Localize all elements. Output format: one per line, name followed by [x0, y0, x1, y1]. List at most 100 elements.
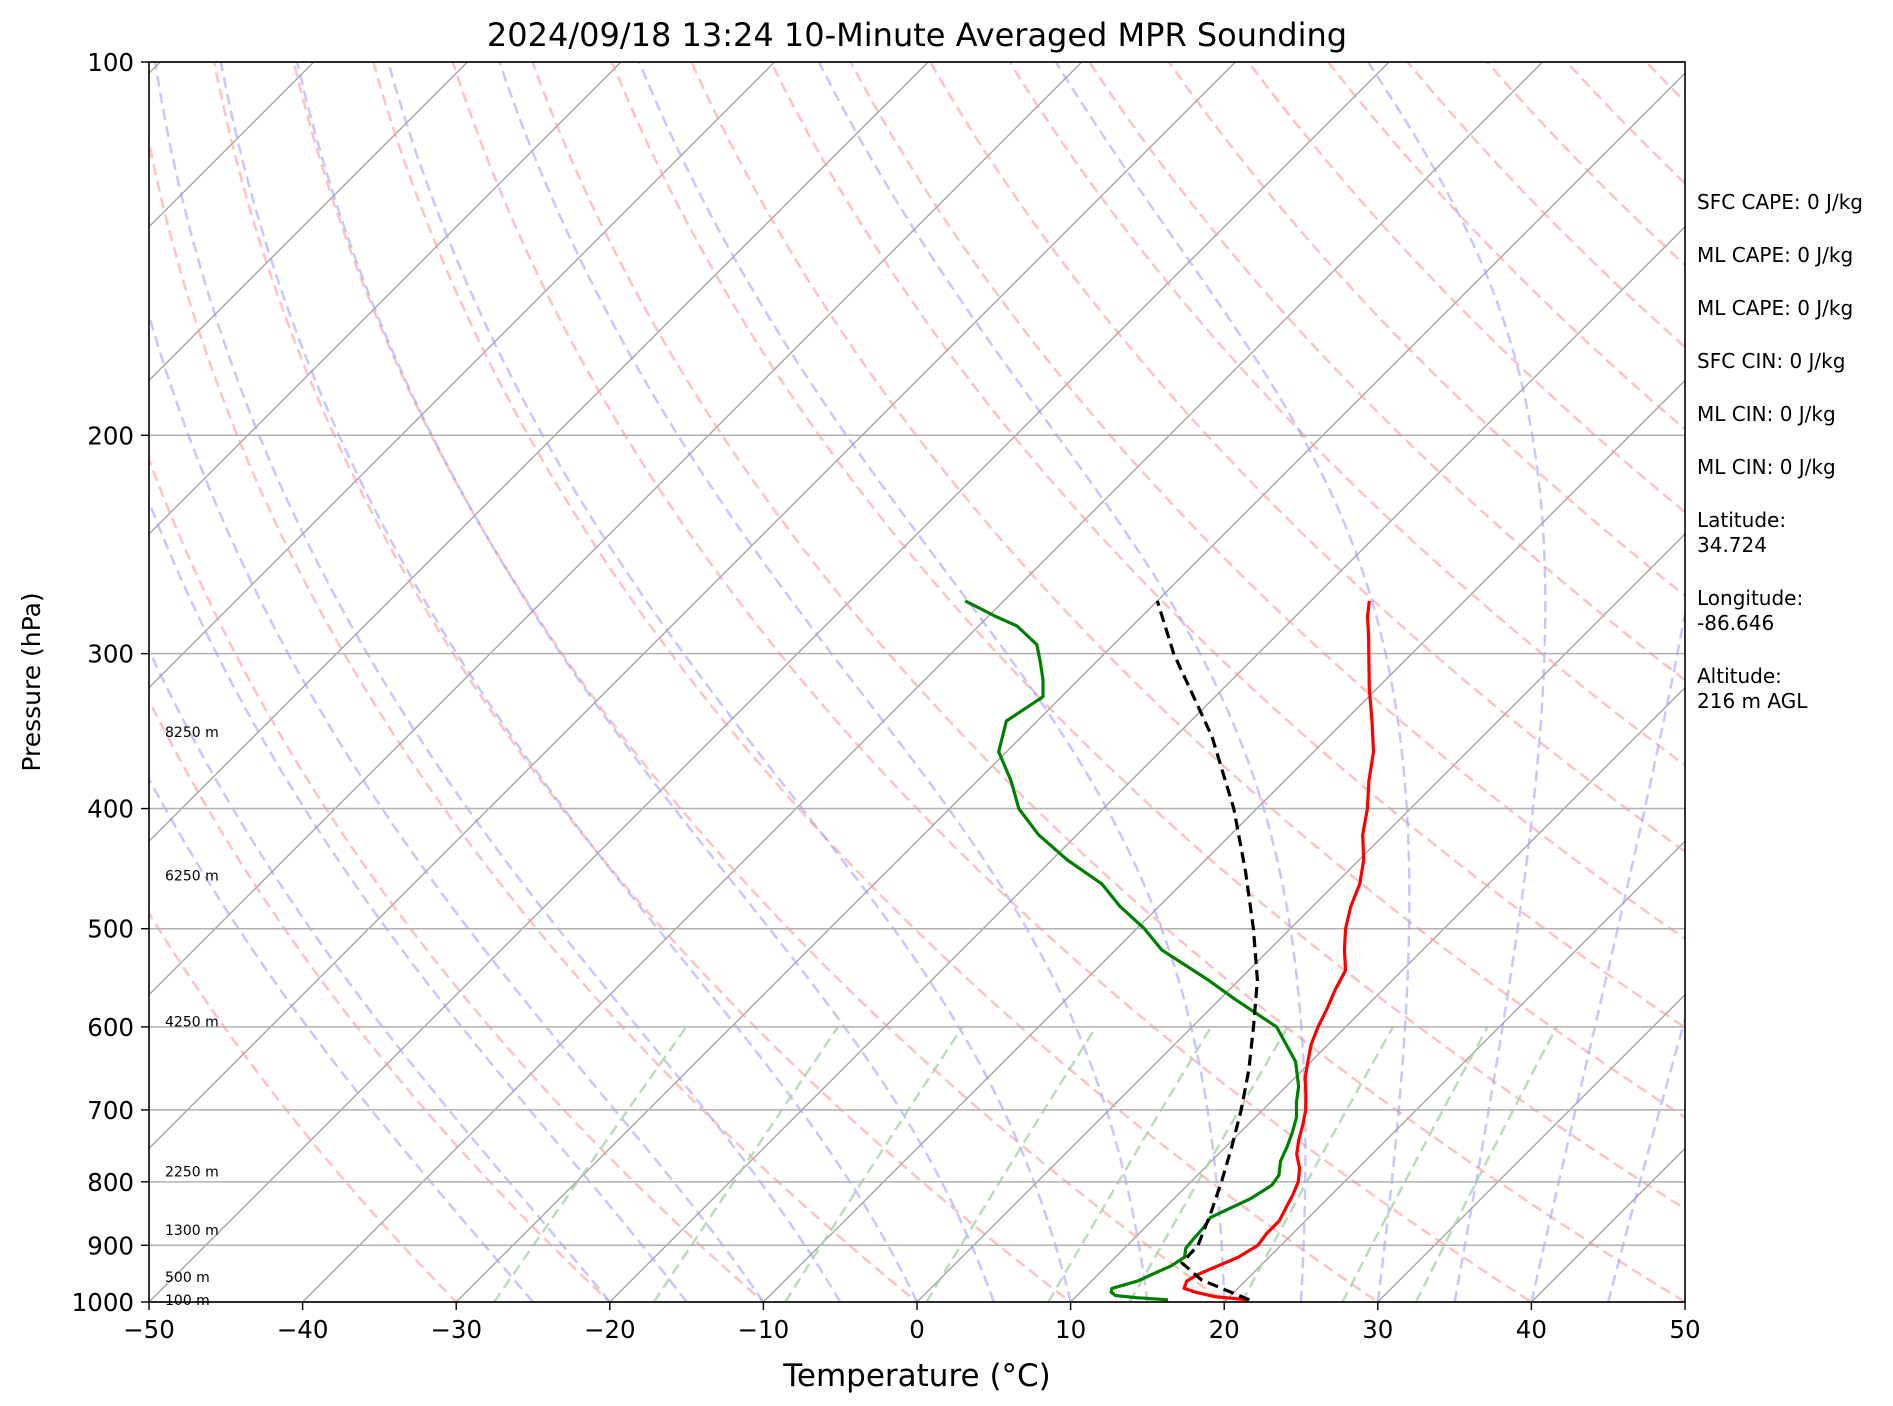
- y-tick-label: 1000: [72, 1288, 134, 1317]
- x-tick-label: −20: [584, 1315, 636, 1344]
- x-tick-label: 40: [1516, 1315, 1547, 1344]
- dry-adiabat: [531, 62, 1685, 1302]
- moist-adiabat: [149, 776, 534, 1302]
- y-tick-label: 300: [87, 640, 134, 669]
- y-tick-label: 100: [87, 48, 134, 77]
- height-label: 4250 m: [165, 1014, 219, 1030]
- height-label: 6250 m: [165, 869, 219, 885]
- x-tick-label: 30: [1362, 1315, 1393, 1344]
- chart-title: 2024/09/18 13:24 10-Minute Averaged MPR …: [487, 16, 1347, 54]
- isotherm: [149, 62, 930, 843]
- dry-adiabat: [149, 697, 612, 1302]
- y-tick-label: 500: [87, 915, 134, 944]
- moist-adiabat: [817, 62, 1307, 1302]
- moist-adiabat: [1366, 62, 1547, 1302]
- stat-label: ML CIN:: [1697, 455, 1774, 479]
- x-axis-label: Temperature (°C): [782, 1358, 1051, 1394]
- data-series: [964, 599, 1376, 1302]
- stat-value: 0 J/kg: [1779, 402, 1836, 426]
- dry-adiabat: [451, 62, 1534, 1302]
- altitude-value: 216 m AGL: [1697, 689, 1808, 713]
- stats-panel: SFC CAPE: 0 J/kg ML CAPE: 0 J/kg ML CAPE…: [1697, 190, 1887, 742]
- x-tick-label: 0: [909, 1315, 925, 1344]
- longitude-label: Longitude:: [1697, 586, 1804, 610]
- stat-label: ML CAPE:: [1697, 296, 1791, 320]
- y-tick-label: 600: [87, 1013, 134, 1042]
- x-axis-ticks: −50 −40 −30 −20 −10 0 10 20 30 40 50: [123, 1302, 1701, 1344]
- stat-sfc-cin: SFC CIN: 0 J/kg: [1697, 349, 1887, 374]
- stat-label: ML CAPE:: [1697, 243, 1791, 267]
- mixing-ratio-line: [493, 1026, 688, 1302]
- isotherm: [762, 379, 1685, 1302]
- altitude-readout: Altitude: 216 m AGL: [1697, 664, 1887, 714]
- isotherm: [301, 62, 1544, 1302]
- moist-adiabat: [219, 62, 919, 1302]
- y-axis-label: Pressure (hPa): [17, 592, 46, 771]
- longitude-readout: Longitude: -86.646: [1697, 586, 1887, 636]
- height-label: 2250 m: [165, 1165, 219, 1181]
- moist-adiabat: [149, 498, 688, 1302]
- parcel-profile: [1155, 600, 1259, 1302]
- isotherm: [149, 62, 1237, 1150]
- x-tick-label: −10: [738, 1315, 790, 1344]
- height-label: 8250 m: [165, 725, 219, 741]
- isotherm: [149, 62, 469, 382]
- background-lines: [149, 62, 1685, 1302]
- stat-ml-cin: ML CIN: 0 J/kg: [1697, 402, 1887, 427]
- isotherm: [149, 62, 315, 228]
- x-tick-label: 10: [1055, 1315, 1086, 1344]
- moist-adiabat: [149, 311, 765, 1302]
- dry-adiabat: [1008, 62, 1685, 767]
- isotherm: [149, 62, 1083, 996]
- mixing-ratio-line: [1414, 1026, 1558, 1302]
- moist-adiabat: [386, 62, 1072, 1302]
- isotherm: [1223, 840, 1685, 1302]
- longitude-value: -86.646: [1697, 611, 1775, 635]
- dry-adiabat: [372, 62, 1381, 1302]
- dewpoint-profile: [964, 599, 1301, 1302]
- mixing-ratio-line: [925, 1026, 1097, 1302]
- moist-adiabat: [295, 62, 995, 1302]
- latitude-readout: Latitude: 34.724: [1697, 508, 1887, 558]
- dry-adiabat: [1167, 62, 1685, 598]
- isotherm: [455, 72, 1685, 1302]
- height-label: 500 m: [165, 1270, 210, 1286]
- stat-label: SFC CIN:: [1697, 349, 1784, 373]
- dry-adiabat: [690, 62, 1685, 1119]
- x-tick-label: −50: [123, 1315, 175, 1344]
- stat-value: 0 J/kg: [1806, 190, 1863, 214]
- stat-sfc-cape: SFC CAPE: 0 J/kg: [1697, 190, 1887, 215]
- height-labels: 8250 m 6250 m 4250 m 2250 m 1300 m 500 m 100 m: [165, 725, 219, 1309]
- mixing-ratio-line: [652, 1026, 840, 1302]
- isotherm: [149, 62, 622, 535]
- dry-adiabat: [292, 62, 1227, 1302]
- x-tick-label: 20: [1209, 1315, 1240, 1344]
- dry-adiabat: [149, 136, 919, 1302]
- stat-ml-cape-2: ML CAPE: 0 J/kg: [1697, 296, 1887, 321]
- moist-adiabat: [153, 62, 842, 1302]
- stat-ml-cin-2: ML CIN: 0 J/kg: [1697, 455, 1887, 480]
- latitude-label: Latitude:: [1697, 508, 1787, 532]
- isotherm: [1376, 993, 1685, 1302]
- dry-adiabat: [610, 62, 1685, 1211]
- isotherm: [149, 62, 776, 689]
- moist-adiabat: [1054, 62, 1411, 1302]
- y-tick-label: 700: [87, 1096, 134, 1125]
- x-tick-label: −40: [277, 1315, 329, 1344]
- dry-adiabat: [149, 455, 766, 1302]
- y-tick-label: 400: [87, 795, 134, 824]
- stat-label: ML CIN:: [1697, 402, 1774, 426]
- moist-adiabat: [498, 62, 1149, 1302]
- y-tick-label: 900: [87, 1231, 134, 1260]
- dry-adiabat: [149, 910, 458, 1302]
- isotherm: [149, 62, 1390, 1302]
- moist-adiabat: [149, 647, 611, 1302]
- altitude-label: Altitude:: [1697, 664, 1782, 688]
- mixing-ratio-line: [1341, 1026, 1489, 1302]
- height-label: 100 m: [165, 1293, 210, 1309]
- y-tick-label: 200: [87, 421, 134, 450]
- isotherm: [608, 225, 1685, 1302]
- moist-adiabat: [1606, 1014, 1685, 1302]
- stat-ml-cape: ML CAPE: 0 J/kg: [1697, 243, 1887, 268]
